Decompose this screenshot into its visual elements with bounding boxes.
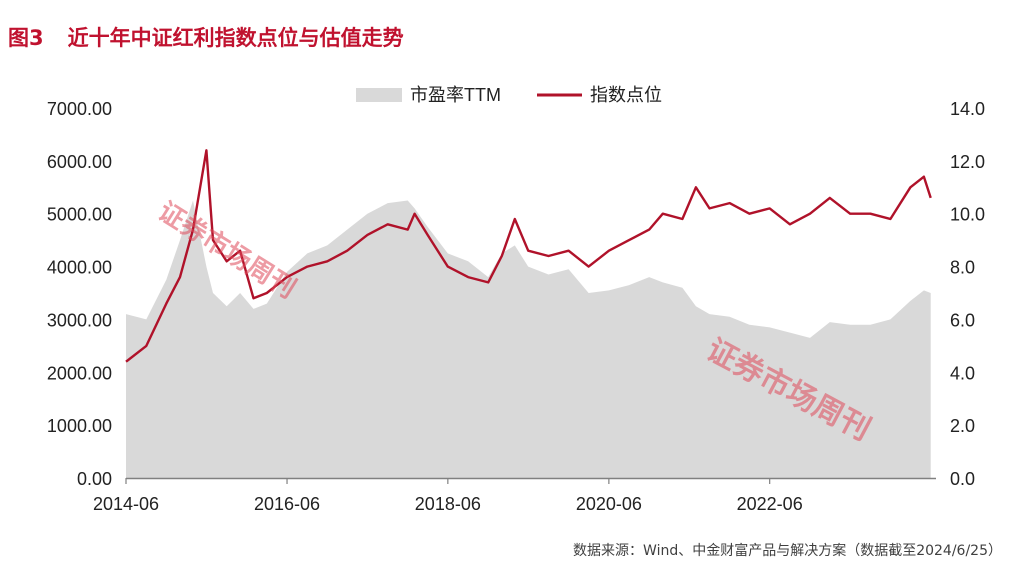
- y-left-tick-label: 3000.00: [47, 310, 112, 330]
- pe-ttm-area: [126, 200, 931, 478]
- x-tick-label: 2022-06: [737, 494, 803, 514]
- y-left-tick-label: 5000.00: [47, 205, 112, 225]
- x-tick-label: 2018-06: [415, 494, 481, 514]
- y-left-tick-label: 0.00: [77, 469, 112, 489]
- y-right-tick-label: 4.0: [950, 363, 975, 383]
- figure-title-text: 近十年中证红利指数点位与估值走势: [67, 26, 404, 50]
- index-line: [125, 149, 932, 363]
- legend-pe-swatch: [356, 88, 402, 102]
- y-left-tick-label: 7000.00: [47, 99, 112, 119]
- y-right-tick-label: 12.0: [950, 152, 985, 172]
- legend-pe-label: 市盈率TTM: [410, 85, 501, 105]
- y-left-tick-label: 6000.00: [47, 152, 112, 172]
- y-left-tick-label: 4000.00: [47, 258, 112, 278]
- figure-number: 图3: [8, 26, 44, 50]
- y-right-tick-label: 2.0: [950, 416, 975, 436]
- y-left-tick-label: 2000.00: [47, 363, 112, 383]
- chart: 0.00 1000.00 2000.00 3000.00 4000.00 5000.00 6…: [47, 85, 985, 514]
- legend-index-label: 指数点位: [590, 85, 662, 105]
- x-tick-label: 2014-06: [93, 494, 159, 514]
- y-right-tick-label: 6.0: [950, 310, 975, 330]
- figure-title: 图3 近十年中证红利指数点位与估值走势: [8, 22, 404, 52]
- y-right-tick-label: 14.0: [950, 99, 985, 119]
- x-tick-label: 2020-06: [576, 494, 642, 514]
- y-left-tick-label: 1000.00: [47, 416, 112, 436]
- x-tick-label: 2016-06: [254, 494, 320, 514]
- y-right-tick-label: 10.0: [950, 205, 985, 225]
- source-note: 数据来源：Wind、中金财富产品与解决方案（数据截至2024/6/25）: [573, 543, 1002, 559]
- y-right-tick-label: 8.0: [950, 258, 975, 278]
- y-right-tick-label: 0.0: [950, 469, 975, 489]
